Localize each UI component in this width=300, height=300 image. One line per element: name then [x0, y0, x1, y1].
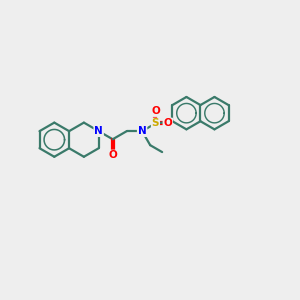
Text: O: O: [108, 150, 117, 161]
Text: N: N: [138, 126, 146, 136]
Text: S: S: [152, 118, 159, 128]
Text: O: O: [151, 106, 160, 116]
Text: O: O: [164, 118, 172, 128]
Text: N: N: [94, 126, 103, 136]
